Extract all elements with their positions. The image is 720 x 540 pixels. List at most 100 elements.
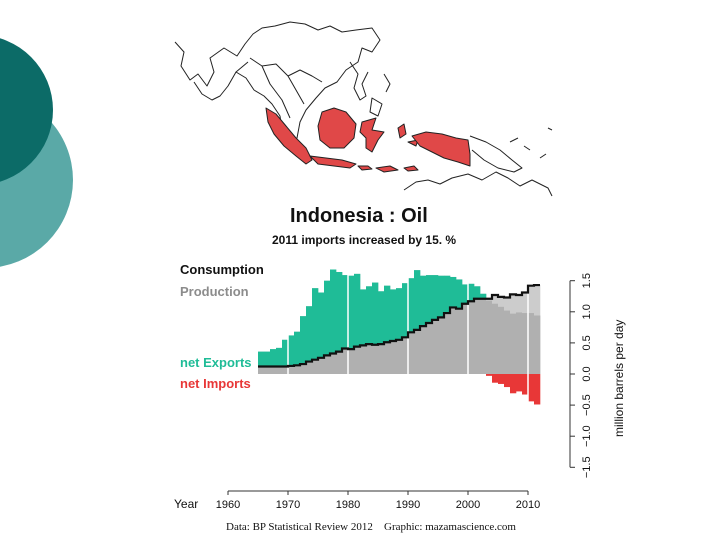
production-bar-1988 bbox=[396, 339, 403, 374]
production-bar-1973 bbox=[306, 361, 313, 374]
net-exports-bar-1992 bbox=[420, 275, 427, 327]
pacific-islands bbox=[509, 127, 553, 159]
production-bar-1980 bbox=[348, 349, 355, 374]
x-axis-label: Year bbox=[174, 497, 198, 511]
production-bar-2006 bbox=[504, 310, 511, 374]
x-axis: 1960 1970 1980 1990 2000 2010 bbox=[216, 490, 540, 511]
net-exports-bar-1978 bbox=[336, 271, 343, 352]
production-bar-1995 bbox=[438, 317, 445, 374]
production-bar-1998 bbox=[456, 308, 463, 374]
production-bar-2000 bbox=[468, 301, 475, 374]
legend-net-exports: net Exports bbox=[180, 355, 252, 370]
net-exports-bar-1994 bbox=[432, 275, 439, 320]
net-exports-bar-1997 bbox=[450, 276, 457, 308]
net-exports-bar-1987 bbox=[390, 289, 397, 342]
production-bar-2003 bbox=[486, 300, 493, 374]
production-bar-1965 bbox=[258, 366, 265, 374]
net-exports-bar-1972 bbox=[300, 316, 307, 365]
java-island bbox=[309, 155, 357, 169]
x-tick-label-3: 1990 bbox=[396, 499, 420, 511]
production-bar-1977 bbox=[330, 353, 337, 374]
y-tick-label-5: 1.0 bbox=[581, 304, 593, 319]
production-bar-1969 bbox=[282, 366, 289, 374]
net-exports-bar-1995 bbox=[438, 275, 445, 318]
net-exports-bar-1976 bbox=[324, 280, 331, 356]
production-bar-1999 bbox=[462, 303, 469, 374]
net-exports-bar-1975 bbox=[318, 292, 325, 358]
chart-subtitle: 2011 imports increased by 15. % bbox=[272, 233, 456, 247]
production-bar-1989 bbox=[402, 337, 409, 374]
indochina-borders bbox=[235, 57, 323, 119]
plot-area bbox=[258, 268, 541, 412]
net-exports-bar-1998 bbox=[456, 279, 463, 309]
production-bar-2005 bbox=[498, 306, 505, 374]
y-tick-label-1: −1.0 bbox=[581, 425, 593, 447]
net-imports-bar-2004 bbox=[492, 374, 499, 383]
borneo-kalimantan bbox=[317, 107, 357, 149]
net-imports-bar-2011 bbox=[534, 374, 541, 405]
net-exports-bar-1979 bbox=[342, 275, 349, 349]
net-exports-bar-1996 bbox=[444, 275, 451, 314]
net-imports-bar-2003 bbox=[486, 374, 493, 376]
papua-new-guinea-outline bbox=[469, 135, 523, 173]
production-bar-1996 bbox=[444, 313, 451, 374]
net-imports-bar-2009 bbox=[522, 374, 529, 395]
net-exports-bar-2000 bbox=[468, 283, 475, 302]
y-tick-label-0: −1.5 bbox=[581, 456, 593, 478]
x-tick-label-5: 2010 bbox=[516, 499, 540, 511]
y-tick-label-4: 0.5 bbox=[581, 335, 593, 350]
consumption-line bbox=[258, 283, 540, 368]
production-bar-2002 bbox=[480, 298, 487, 374]
production-bar-1994 bbox=[432, 319, 439, 374]
net-imports-bar-2010 bbox=[528, 374, 535, 402]
production-bar-1976 bbox=[324, 355, 331, 374]
production-bar-1982 bbox=[360, 345, 367, 374]
y-tick-label-6: 1.5 bbox=[581, 273, 593, 288]
net-exports-bar-1990 bbox=[408, 278, 415, 333]
production-bar-1967 bbox=[270, 366, 277, 374]
net-exports-bar-1973 bbox=[306, 306, 313, 362]
net-exports-bar-1985 bbox=[378, 291, 385, 345]
production-bar-2004 bbox=[492, 303, 499, 374]
production-bar-1972 bbox=[300, 364, 307, 374]
net-exports-bar-1999 bbox=[462, 284, 469, 304]
net-imports-bar-2008 bbox=[516, 374, 523, 392]
production-bar-2007 bbox=[510, 313, 517, 374]
legend-consumption: Consumption bbox=[180, 262, 264, 277]
production-bar-1970 bbox=[288, 365, 295, 374]
production-bar-2009 bbox=[522, 313, 529, 374]
net-exports-bar-2001 bbox=[474, 286, 481, 299]
net-exports-bar-2002 bbox=[480, 293, 487, 299]
sumatra-island bbox=[265, 107, 313, 165]
chart-title: Indonesia : Oil bbox=[290, 205, 428, 227]
production-bar-1968 bbox=[276, 366, 283, 374]
production-bar-1990 bbox=[408, 332, 415, 374]
net-exports-bar-1986 bbox=[384, 285, 391, 343]
production-bar-2011 bbox=[534, 315, 541, 374]
production-bar-1985 bbox=[378, 344, 385, 374]
production-bar-1975 bbox=[318, 357, 325, 374]
production-bar-1966 bbox=[264, 366, 271, 374]
net-exports-bar-1966 bbox=[264, 351, 271, 367]
net-exports-bar-1988 bbox=[396, 288, 403, 340]
net-exports-bar-1980 bbox=[348, 275, 355, 350]
y-tick-label-3: 0.0 bbox=[581, 366, 593, 381]
production-bar-1991 bbox=[414, 329, 421, 374]
x-tick-label-2: 1980 bbox=[336, 499, 360, 511]
net-exports-bar-1983 bbox=[366, 286, 373, 345]
net-exports-bar-1967 bbox=[270, 349, 277, 367]
y-axis-label: million barrels per day bbox=[612, 320, 626, 437]
production-bar-1993 bbox=[426, 322, 433, 374]
x-tick-label-1: 1970 bbox=[276, 499, 300, 511]
x-tick-label-4: 2000 bbox=[456, 499, 480, 511]
production-bar-1984 bbox=[372, 344, 379, 374]
net-exports-bar-1984 bbox=[372, 282, 379, 345]
net-exports-bar-1970 bbox=[288, 335, 295, 366]
sulawesi-island bbox=[359, 117, 385, 153]
source-caption: Data: BP Statistical Review 2012 bbox=[226, 521, 373, 533]
production-bar-2010 bbox=[528, 313, 535, 374]
legend-net-imports: net Imports bbox=[180, 376, 251, 391]
production-bar-1983 bbox=[366, 344, 373, 374]
